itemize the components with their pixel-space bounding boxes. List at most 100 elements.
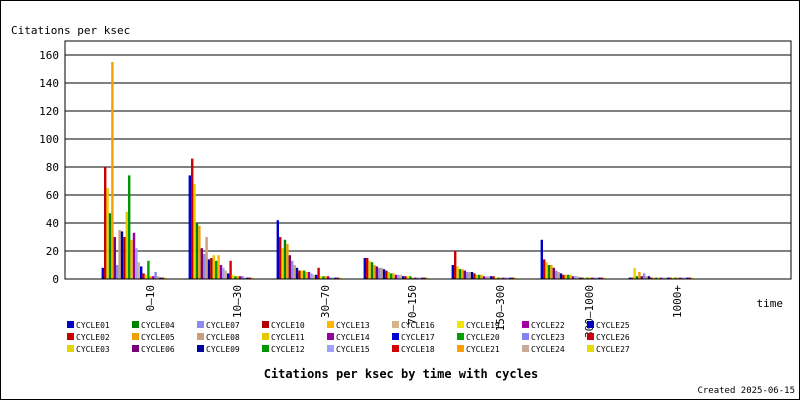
legend-swatch bbox=[327, 333, 334, 340]
bar-cycle25-0 bbox=[159, 277, 162, 279]
bar-cycle18-0 bbox=[142, 273, 145, 279]
bar-cycle05-6 bbox=[638, 272, 641, 279]
y-tick-label: 0 bbox=[52, 273, 59, 286]
bar-cycle04-4 bbox=[458, 269, 462, 279]
bar-cycle27-5 bbox=[603, 277, 606, 279]
bar-cycle03-6 bbox=[633, 267, 636, 279]
bar-cycle05-5 bbox=[550, 265, 553, 279]
x-tick-label: 30–70 bbox=[319, 285, 332, 318]
bar-cycle08-0 bbox=[118, 230, 121, 279]
bar-cycle14-3 bbox=[394, 274, 398, 279]
bar-cycle18-1 bbox=[229, 260, 232, 279]
legend-swatch bbox=[392, 321, 399, 328]
bar-cycle14-0 bbox=[132, 232, 136, 279]
bar-cycle05-2 bbox=[286, 244, 289, 279]
bar-cycle20-3 bbox=[409, 276, 412, 279]
bar-cycle03-2 bbox=[281, 248, 284, 279]
bar-cycle04-1 bbox=[195, 223, 199, 279]
bar-cycle21-3 bbox=[411, 277, 414, 279]
bar-cycle12-5 bbox=[567, 274, 570, 279]
chart-title: Citations per ksec by time with cycles bbox=[264, 367, 539, 381]
y-tick-labels: 0 20 40 60 80 100 120 140 160 bbox=[39, 49, 59, 286]
legend-label: CYCLE12 bbox=[271, 345, 305, 354]
bar-cycle05-3 bbox=[373, 265, 376, 279]
bar-cycle05-1 bbox=[198, 225, 201, 279]
x-axis-label: time bbox=[757, 297, 784, 310]
legend-swatch bbox=[197, 333, 204, 340]
bar-cycle12-1 bbox=[215, 260, 218, 279]
bar-cycle06-4 bbox=[463, 270, 466, 279]
legend-swatch bbox=[522, 333, 529, 340]
bar-cycle14-2 bbox=[307, 272, 311, 279]
y-tick-label: 60 bbox=[46, 189, 59, 202]
bar-cycle26-4 bbox=[511, 277, 514, 279]
bar-cycle07-4 bbox=[466, 272, 469, 279]
bar-cycle11-2 bbox=[300, 270, 303, 279]
bar-cycle24-1 bbox=[243, 277, 247, 279]
bar-cycle20-5 bbox=[586, 277, 589, 279]
bar-cycle02-2 bbox=[279, 237, 282, 279]
bar-cycle06-3 bbox=[375, 266, 378, 279]
legend-label: CYCLE17 bbox=[401, 333, 435, 342]
bar-cycle21-1 bbox=[236, 276, 239, 279]
bar-cycle02-0 bbox=[104, 167, 107, 279]
y-tick-label: 40 bbox=[46, 217, 59, 230]
bar-cycle19-3 bbox=[406, 276, 410, 279]
bar-cycle09-5 bbox=[559, 273, 563, 279]
bar-cycle26-6 bbox=[688, 277, 691, 279]
created-date: Created 2025-06-15 bbox=[697, 386, 795, 396]
bar-cycle07-3 bbox=[378, 267, 381, 279]
bar-cycle01-6 bbox=[628, 277, 631, 279]
legend: CYCLE01 CYCLE02 CYCLE03 CYCLE04 CYCLE05 CYCLE… bbox=[67, 321, 630, 354]
x-tick-label: 0–10 bbox=[144, 285, 157, 312]
legend-swatch bbox=[457, 333, 464, 340]
legend-label: CYCLE18 bbox=[401, 345, 435, 354]
bar-cycle08-3 bbox=[380, 267, 383, 279]
bar-cycle22-2 bbox=[327, 276, 330, 279]
bar-cycle11-4 bbox=[475, 274, 478, 279]
bar-cycle09-0 bbox=[120, 231, 124, 279]
bar-cycle10-5 bbox=[562, 274, 565, 279]
bar-cycle07-1 bbox=[203, 253, 206, 279]
bar-cycle14-5 bbox=[571, 276, 575, 279]
bar-cycle04-6 bbox=[635, 276, 639, 279]
legend-label: CYCLE01 bbox=[76, 321, 110, 330]
legend-swatch bbox=[132, 345, 139, 352]
bar-cycle24-0 bbox=[156, 276, 160, 279]
bar-cycle24-4 bbox=[506, 277, 510, 279]
bar-cycle02-3 bbox=[366, 258, 369, 279]
bar-cycle11-1 bbox=[212, 255, 215, 279]
bar-cycle14-4 bbox=[482, 276, 486, 279]
bar-cycle25-4 bbox=[509, 277, 512, 279]
legend-swatch bbox=[132, 333, 139, 340]
legend-label: CYCLE03 bbox=[76, 345, 110, 354]
bar-cycle24-2 bbox=[331, 277, 335, 279]
bar-cycle22-5 bbox=[591, 277, 594, 279]
bar-cycle03-1 bbox=[193, 183, 196, 279]
bar-cycle27-0 bbox=[164, 277, 167, 279]
bar-cycle09-1 bbox=[207, 259, 211, 279]
y-axis-label: Citations per ksec bbox=[11, 24, 130, 37]
bar-cycle25-6 bbox=[686, 277, 689, 279]
legend-swatch bbox=[197, 321, 204, 328]
legend-label: CYCLE06 bbox=[141, 345, 175, 354]
bar-cycle21-5 bbox=[588, 277, 591, 279]
bar-cycle09-4 bbox=[470, 272, 474, 279]
bar-cycle14-6 bbox=[659, 277, 663, 279]
bar-cycle12-3 bbox=[390, 273, 393, 279]
y-tick-label: 140 bbox=[39, 77, 59, 90]
bar-cycle24-6 bbox=[683, 277, 687, 279]
legend-swatch bbox=[132, 321, 139, 328]
bar-cycle25-1 bbox=[246, 277, 249, 279]
bar-cycle18-2 bbox=[317, 267, 320, 279]
bar-cycle21-6 bbox=[676, 277, 679, 279]
bar-cycle18-4 bbox=[492, 276, 495, 279]
bar-cycle13-5 bbox=[569, 274, 572, 279]
bar-cycle15-5 bbox=[574, 276, 577, 279]
bar-cycle22-6 bbox=[679, 277, 682, 279]
bar-cycle12-4 bbox=[478, 274, 481, 279]
bar-cycle04-5 bbox=[547, 265, 551, 279]
bar-cycle11-6 bbox=[652, 277, 655, 279]
legend-swatch bbox=[457, 321, 464, 328]
legend-swatch bbox=[67, 345, 74, 352]
